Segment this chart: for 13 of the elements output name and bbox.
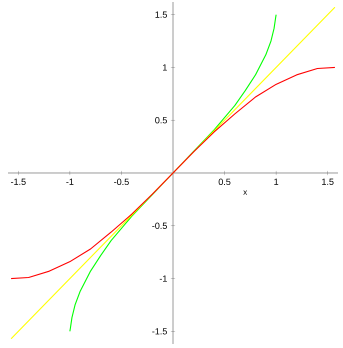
x-tick-label: -0.5 [114, 178, 129, 186]
x-tick-label: -1 [66, 178, 74, 185]
x-tick-label: 1.5 [322, 178, 334, 185]
x-tick-label: 0.5 [218, 178, 230, 186]
x-tick-label: -1.5 [10, 178, 26, 185]
y-tick-label: 1.5 [156, 12, 167, 18]
y-tick-label: -1 [160, 275, 167, 282]
y-tick-label: -1.5 [152, 328, 167, 334]
y-tick-label: 1 [163, 64, 167, 71]
y-tick-label: 0.5 [155, 117, 167, 124]
x-tick-label: 1 [274, 178, 278, 185]
x-axis-title: x [243, 190, 248, 195]
y-tick-label: -0.5 [152, 222, 167, 229]
